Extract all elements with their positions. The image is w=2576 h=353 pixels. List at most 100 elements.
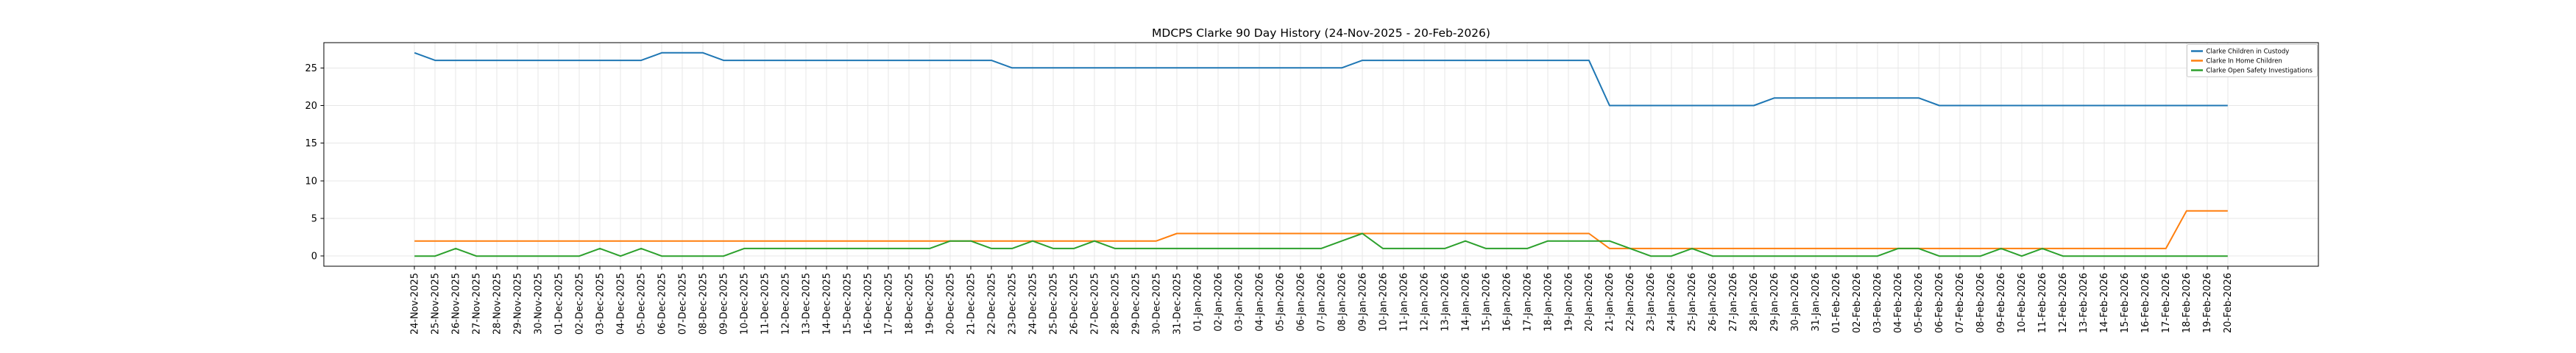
x-tick-label: 19-Feb-2026 (2202, 273, 2213, 333)
x-tick-label: 24-Jan-2026 (1666, 273, 1677, 332)
series-line-clarke-children-in-custody (414, 51, 2228, 107)
x-tick-label: 07-Jan-2026 (1316, 273, 1327, 332)
x-tick-label: 29-Jan-2026 (1769, 273, 1780, 332)
x-tick-label: 17-Feb-2026 (2161, 273, 2172, 333)
plot-frame (323, 42, 2319, 267)
x-tick-label: 15-Feb-2026 (2120, 273, 2131, 333)
x-tick-label: 05-Jan-2026 (1275, 273, 1286, 332)
x-tick-label: 02-Feb-2026 (1852, 273, 1863, 333)
x-tick-label: 05-Feb-2026 (1914, 273, 1925, 333)
x-tick-label: 28-Dec-2025 (1110, 273, 1121, 335)
x-tick-label: 09-Dec-2025 (718, 273, 729, 335)
x-tick-label: 11-Jan-2026 (1398, 273, 1409, 332)
x-tick-label: 17-Dec-2025 (883, 273, 894, 335)
x-tick-label: 29-Nov-2025 (512, 273, 523, 335)
legend-label: Clarke Children in Custody (2207, 49, 2290, 56)
y-tick-label: 0 (311, 252, 317, 263)
x-tick-label: 07-Dec-2025 (677, 273, 688, 335)
x-tick-label: 06-Jan-2026 (1295, 273, 1306, 332)
x-tick-label: 04-Jan-2026 (1254, 273, 1265, 332)
x-tick-label: 09-Feb-2026 (1996, 273, 2007, 333)
x-tick-label: 04-Dec-2025 (615, 273, 626, 335)
x-tick-label: 20-Jan-2026 (1584, 273, 1595, 332)
x-tick-label: 25-Nov-2025 (430, 273, 441, 335)
x-tick-label: 21-Dec-2025 (966, 273, 977, 335)
x-tick-label: 28-Jan-2026 (1749, 273, 1760, 332)
chart-title: MDCPS Clarke 90 Day History (24-Nov-2025… (1152, 26, 1490, 40)
x-tick-label: 29-Dec-2025 (1130, 273, 1142, 335)
x-tick-label: 31-Jan-2026 (1811, 273, 1822, 332)
x-tick-label: 25-Jan-2026 (1687, 273, 1698, 332)
x-tick-label: 03-Jan-2026 (1234, 273, 1245, 332)
x-tick-label: 12-Feb-2026 (2058, 273, 2069, 333)
y-tick-label: 20 (305, 101, 317, 112)
x-tick-label: 11-Feb-2026 (2037, 273, 2048, 333)
legend-box (2187, 44, 2318, 77)
x-tick-label: 14-Jan-2026 (1460, 273, 1471, 332)
x-axis-labels: 24-Nov-2025 25-Nov-2025 26-Nov-2025 27-Nov-… (409, 273, 2234, 335)
x-tick-label: 08-Jan-2026 (1337, 273, 1348, 332)
x-tick-label: 24-Nov-2025 (409, 273, 420, 335)
x-tick-label: 27-Dec-2025 (1089, 273, 1100, 335)
x-tick-label: 13-Jan-2026 (1440, 273, 1451, 332)
x-tick-label: 11-Dec-2025 (760, 273, 771, 335)
y-tick-label: 15 (305, 138, 317, 149)
x-tick-label: 27-Jan-2026 (1728, 273, 1739, 332)
x-tick-label: 25-Dec-2025 (1048, 273, 1059, 335)
x-tick-label: 10-Feb-2026 (2017, 273, 2028, 333)
x-tick-label: 09-Jan-2026 (1357, 273, 1368, 332)
axis-ticks (320, 67, 2229, 270)
x-tick-label: 23-Dec-2025 (1007, 273, 1018, 335)
x-tick-label: 21-Jan-2026 (1604, 273, 1616, 332)
x-tick-label: 14-Feb-2026 (2099, 273, 2110, 333)
x-tick-label: 06-Feb-2026 (1934, 273, 1945, 333)
x-tick-label: 20-Feb-2026 (2223, 273, 2234, 333)
x-tick-label: 27-Nov-2025 (471, 273, 482, 335)
x-tick-label: 02-Jan-2026 (1213, 273, 1224, 332)
x-tick-label: 05-Dec-2025 (636, 273, 647, 335)
x-tick-label: 01-Feb-2026 (1831, 273, 1842, 333)
x-tick-label: 16-Feb-2026 (2140, 273, 2151, 333)
series-line-clarke-open-safety-investigations (414, 232, 2228, 257)
x-tick-label: 13-Dec-2025 (801, 273, 812, 335)
x-tick-label: 01-Jan-2026 (1192, 273, 1203, 332)
series-line-clarke-in-home-children (414, 210, 2228, 249)
y-tick-label: 5 (311, 214, 317, 225)
x-tick-label: 20-Dec-2025 (945, 273, 956, 335)
x-tick-label: 02-Dec-2025 (574, 273, 585, 335)
x-tick-label: 03-Dec-2025 (595, 273, 606, 335)
x-tick-label: 26-Nov-2025 (450, 273, 461, 335)
x-tick-label: 15-Dec-2025 (842, 273, 853, 335)
x-tick-label: 03-Feb-2026 (1872, 273, 1883, 333)
x-tick-label: 18-Jan-2026 (1543, 273, 1554, 332)
x-tick-label: 30-Jan-2026 (1790, 273, 1801, 332)
x-tick-label: 30-Nov-2025 (533, 273, 544, 335)
x-tick-label: 19-Dec-2025 (924, 273, 935, 335)
x-tick-label: 23-Jan-2026 (1646, 273, 1657, 332)
x-tick-label: 06-Dec-2025 (657, 273, 668, 335)
x-tick-label: 18-Feb-2026 (2182, 273, 2193, 333)
x-tick-label: 10-Jan-2026 (1378, 273, 1389, 332)
x-tick-label: 17-Jan-2026 (1522, 273, 1533, 332)
legend-label: Clarke Open Safety Investigations (2207, 68, 2313, 75)
x-tick-label: 22-Jan-2026 (1625, 273, 1636, 332)
x-tick-label: 26-Dec-2025 (1069, 273, 1080, 335)
x-tick-label: 01-Dec-2025 (553, 273, 565, 335)
x-tick-label: 16-Jan-2026 (1501, 273, 1512, 332)
gridlines (324, 43, 2318, 266)
legend-label: Clarke In Home Children (2207, 58, 2282, 65)
x-tick-label: 12-Jan-2026 (1419, 273, 1430, 332)
x-tick-label: 12-Dec-2025 (780, 273, 791, 335)
x-tick-label: 19-Jan-2026 (1563, 273, 1574, 332)
x-tick-label: 08-Feb-2026 (1975, 273, 1986, 333)
x-tick-label: 18-Dec-2025 (904, 273, 915, 335)
x-tick-label: 24-Dec-2025 (1027, 273, 1038, 335)
y-axis-labels: 0 5 10 15 20 25 (305, 63, 317, 263)
y-tick-label: 10 (305, 176, 317, 187)
x-tick-label: 16-Dec-2025 (863, 273, 874, 335)
x-tick-label: 08-Dec-2025 (698, 273, 709, 335)
x-tick-label: 14-Dec-2025 (821, 273, 832, 335)
x-tick-label: 26-Jan-2026 (1708, 273, 1719, 332)
